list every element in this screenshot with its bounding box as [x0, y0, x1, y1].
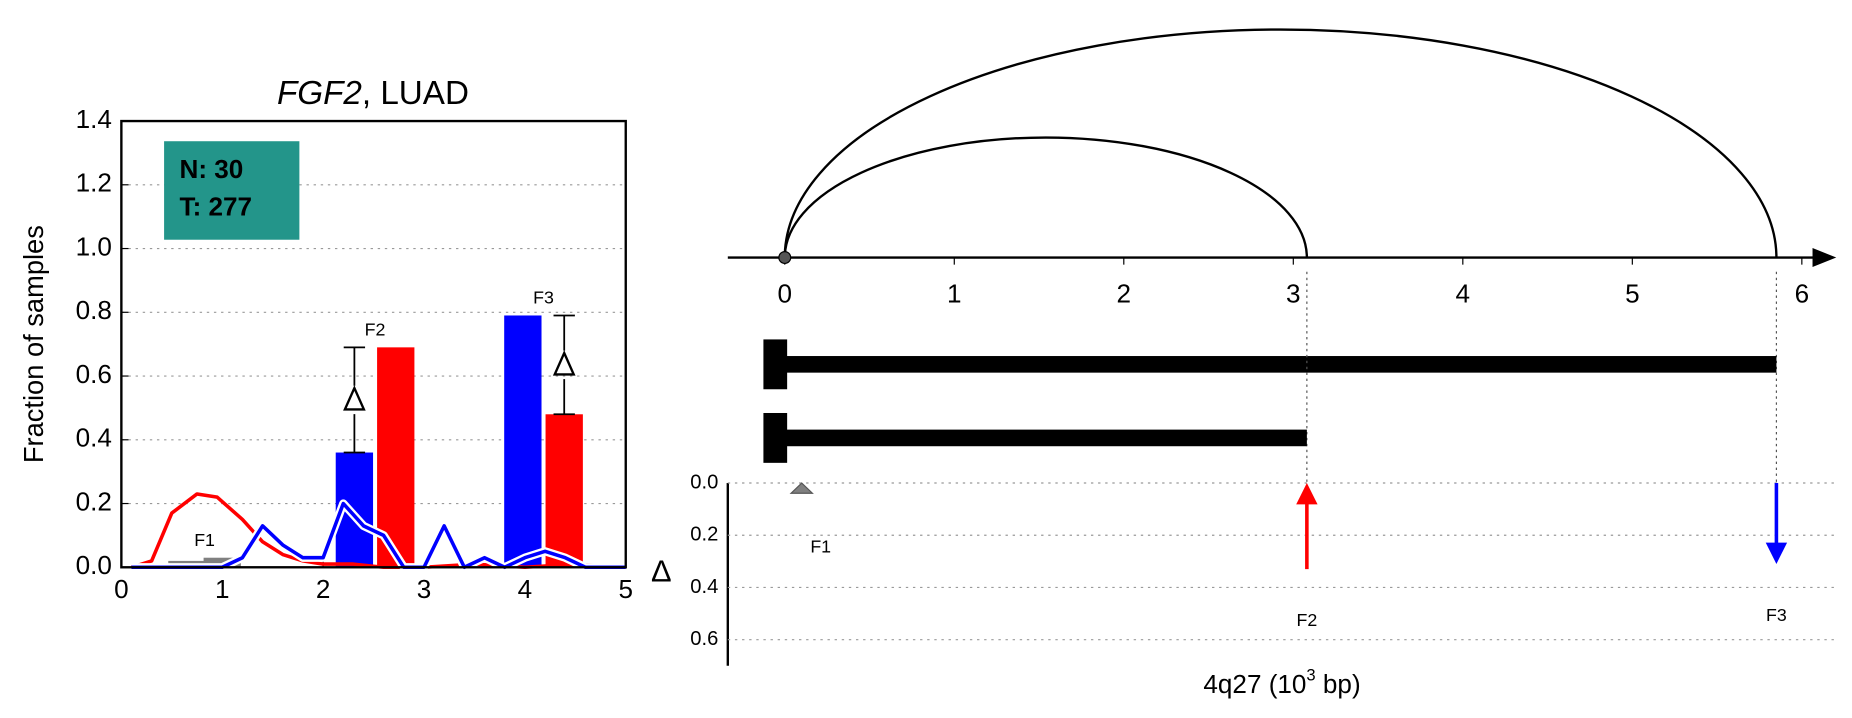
chart-title: FGF2, LUAD	[277, 75, 469, 112]
delta-error-bar	[553, 314, 575, 416]
x-tick-label: 4	[518, 574, 533, 604]
junction-arc	[783, 136, 1309, 258]
y-tick-label: 0.0	[76, 550, 112, 580]
delta-tick-label: 0.4	[690, 576, 718, 598]
x-tick-label: 1	[947, 278, 962, 308]
group-label: F3	[533, 288, 554, 308]
x-tick-label: 2	[1117, 278, 1132, 308]
x-label-superscript: 3	[1306, 666, 1315, 685]
x-tick-label: 5	[618, 574, 633, 604]
x-tick-label: 3	[1286, 278, 1301, 308]
x-tick-label: 3	[417, 574, 432, 604]
delta-tick-label: 0.6	[690, 628, 718, 650]
bar	[504, 315, 542, 568]
y-tick-label: 0.6	[76, 359, 112, 389]
title-gene: FGF2	[277, 75, 362, 112]
delta-axis-label: Δ	[651, 553, 672, 588]
junction-arc	[783, 29, 1778, 258]
feature-label: F3	[1766, 605, 1787, 625]
title-cohort: , LUAD	[362, 75, 469, 112]
feature-arrow-head	[1296, 483, 1318, 505]
legend-entry: T: 277	[180, 192, 253, 222]
transcript-bar	[784, 429, 1307, 447]
bar	[545, 414, 583, 568]
transcript-cap	[763, 412, 788, 463]
group-label: F2	[365, 319, 386, 339]
legend-entry: N: 30	[180, 154, 244, 184]
group-label: F1	[194, 530, 215, 550]
y-tick-label: 1.2	[76, 168, 112, 198]
x-label-suffix: bp)	[1316, 669, 1361, 699]
plot-frame	[120, 119, 627, 569]
y-tick-label: 0.4	[76, 423, 112, 453]
y-axis-label: Fraction of samples	[18, 225, 49, 463]
x-axis-label: 4q27 (103 bp)	[1203, 666, 1360, 699]
delta-tick-label: 0.0	[690, 471, 718, 493]
legend-box	[164, 141, 300, 240]
x-tick-label: 1	[215, 574, 230, 604]
x-tick-label: 0	[778, 278, 793, 308]
x-tick-label: 6	[1795, 278, 1810, 308]
x-tick-label: 5	[1625, 278, 1640, 308]
bar	[377, 347, 415, 568]
transcript-cap	[763, 339, 788, 390]
y-tick-label: 1.4	[76, 104, 112, 134]
bar	[203, 557, 241, 568]
delta-marker	[552, 350, 576, 376]
x-tick-label: 0	[114, 574, 129, 604]
feature-arrow-head	[1765, 542, 1788, 564]
x-label-main: 4q27 (10	[1203, 669, 1306, 699]
feature-label: F1	[810, 537, 831, 557]
delta-error-bar	[343, 346, 366, 454]
origin-dot	[778, 251, 792, 265]
y-tick-label: 0.2	[76, 486, 112, 516]
delta-tick-label: 0.2	[690, 524, 718, 546]
x-tick-label: 2	[316, 574, 331, 604]
y-tick-label: 0.8	[76, 295, 112, 325]
y-tick-label: 1.0	[76, 231, 112, 261]
feature-marker	[789, 482, 814, 494]
delta-marker	[343, 385, 366, 411]
x-tick-label: 4	[1456, 278, 1471, 308]
x-axis-arrow	[1812, 248, 1837, 268]
feature-label: F2	[1296, 610, 1317, 630]
transcript-bar	[784, 356, 1777, 373]
